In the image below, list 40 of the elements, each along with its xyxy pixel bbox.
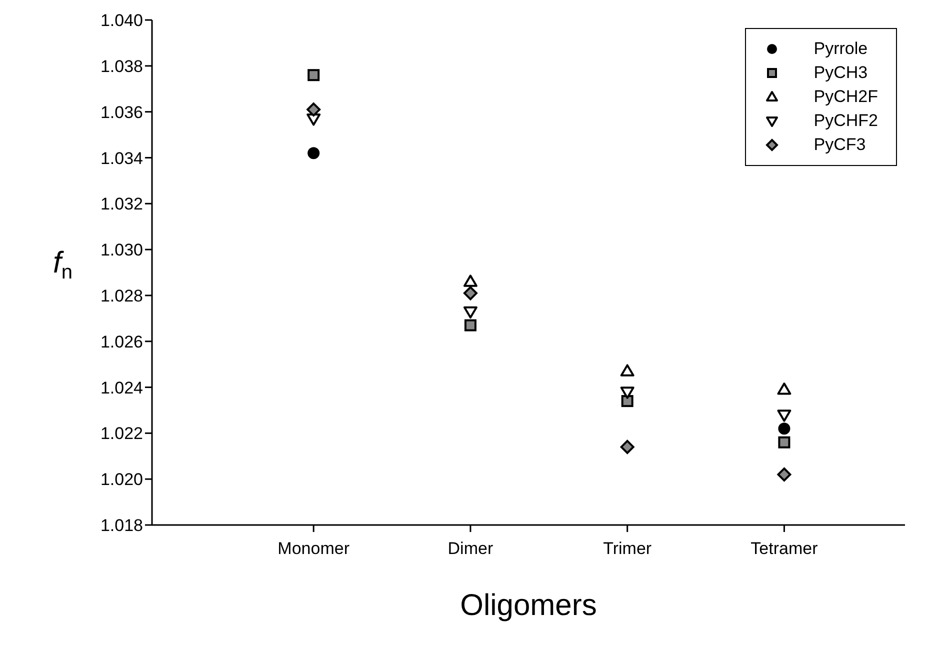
point [306,114,321,126]
legend-label: PyCHF2 [814,111,878,131]
point [620,440,634,454]
point [777,468,792,482]
y-tick-label: 1.026 [100,332,143,352]
legend-label: PyCF3 [814,135,866,155]
point [778,422,790,435]
point [621,395,634,408]
y-tick-label: 1.038 [100,56,143,76]
y-tick-label: 1.030 [100,240,143,260]
y-axis-title: f$_{n}$ [53,246,72,284]
point [778,436,790,448]
point [777,382,792,395]
point [620,386,634,399]
point [463,306,478,319]
y-tick-label: 1.040 [100,11,143,30]
x-tick-label: Trimer [603,539,652,558]
point [308,69,320,82]
y-tick-label: 1.034 [100,148,143,168]
legend-label: PyCH2F [814,87,878,107]
y-tick-label: 1.036 [100,102,143,122]
point [463,274,478,287]
y-tick-label: 1.020 [100,470,143,490]
point [306,102,321,117]
point [777,410,792,422]
legend-label: PyCH3 [814,63,868,83]
point [463,286,478,300]
x-tick-label: Monomer [278,539,350,558]
point [620,364,634,376]
point [464,319,476,332]
y-tick-label: 1.032 [100,194,143,214]
legend-label: Pyrrole [814,39,868,59]
y-tick-label: 1.022 [100,424,143,444]
y-tick-label: 1.028 [100,286,143,306]
x-tick-label: Dimer [448,539,494,558]
point [308,147,320,160]
y-tick-label: 1.024 [100,378,143,398]
y-tick-label: 1.018 [100,516,143,536]
x-tick-label: Tetramer [750,539,818,558]
x-axis-title: Oligomers [460,589,597,622]
